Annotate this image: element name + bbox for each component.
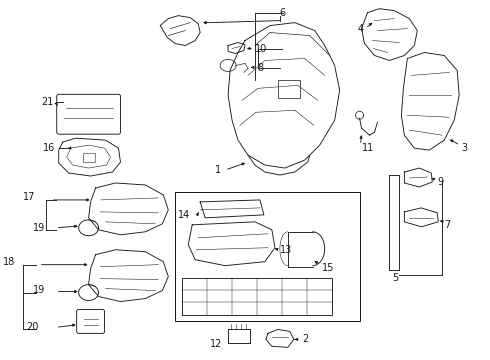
Text: 7: 7 (444, 220, 450, 230)
Text: 13: 13 (280, 245, 292, 255)
Bar (182, 278, 332, 315)
Text: 21: 21 (41, 97, 53, 107)
Text: 14: 14 (178, 210, 191, 220)
Text: 10: 10 (255, 44, 267, 54)
Text: 5: 5 (392, 273, 399, 283)
Text: 15: 15 (322, 263, 334, 273)
Bar (278, 80, 300, 98)
Text: 8: 8 (257, 63, 263, 73)
Text: 17: 17 (23, 192, 35, 202)
Text: 11: 11 (362, 143, 374, 153)
Text: 18: 18 (3, 257, 15, 267)
Bar (175, 192, 360, 321)
Text: 4: 4 (358, 24, 364, 33)
Text: 6: 6 (280, 8, 286, 18)
Text: 19: 19 (33, 223, 45, 233)
Text: 1: 1 (215, 165, 221, 175)
Text: 19: 19 (33, 284, 45, 294)
Text: 20: 20 (26, 323, 38, 332)
Bar (83, 153, 95, 162)
Text: 2: 2 (302, 334, 308, 345)
Text: 9: 9 (437, 177, 443, 187)
Text: 12: 12 (210, 339, 222, 349)
Text: 3: 3 (461, 143, 467, 153)
Text: 16: 16 (43, 143, 55, 153)
